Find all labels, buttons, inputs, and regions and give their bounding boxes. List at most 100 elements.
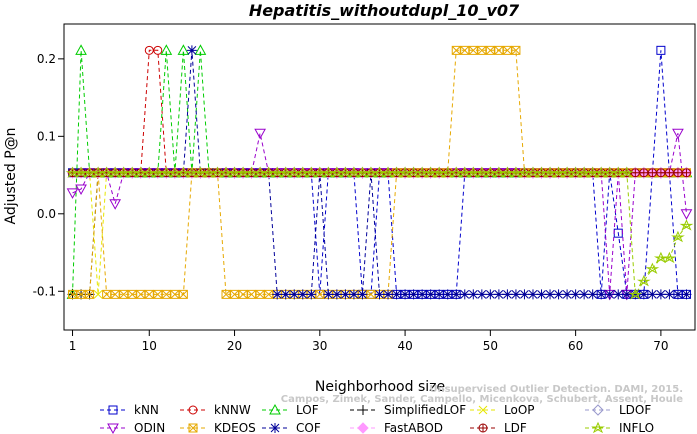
data-point [74, 166, 88, 178]
data-point [451, 289, 462, 300]
data-point [383, 289, 394, 300]
data-point [459, 289, 470, 300]
data-point [381, 166, 395, 178]
data-point [432, 166, 447, 178]
data-point [210, 166, 225, 178]
data-point [545, 289, 556, 300]
data-point [161, 289, 171, 299]
legend-marker [107, 423, 119, 434]
data-point [85, 289, 95, 299]
data-point [193, 166, 208, 178]
data-point [442, 289, 453, 300]
legend-label: LoOP [504, 403, 535, 417]
legend-label: FastABOD [384, 421, 443, 434]
data-point [247, 289, 257, 299]
data-point [144, 45, 154, 55]
data-point [638, 289, 649, 300]
x-axis-label: Neighborhood size [315, 379, 445, 395]
legend-item-inflo: INFLO [585, 421, 654, 434]
series-inflo [65, 166, 694, 300]
legend-marker [478, 423, 488, 433]
data-point [656, 45, 666, 55]
data-point [170, 289, 180, 299]
chart-title: Hepatitis_withoutdupl_10_v07 [249, 1, 520, 20]
data-point [340, 289, 351, 300]
data-point [295, 166, 310, 178]
legend-label: kNN [134, 403, 159, 417]
legend-label: COF [296, 421, 321, 434]
data-point [389, 166, 404, 178]
x-tick-label: 60 [568, 339, 583, 353]
data-point [254, 128, 266, 140]
data-point [440, 166, 455, 178]
data-point [167, 166, 182, 178]
data-point [400, 289, 411, 300]
data-point [264, 289, 274, 299]
data-point [323, 289, 334, 300]
data-point [338, 166, 353, 178]
data-point [355, 166, 370, 178]
legend-item-knn: kNN [100, 403, 159, 417]
data-point [653, 251, 668, 264]
y-tick-label: -0.1 [33, 284, 56, 298]
data-point [681, 289, 692, 300]
data-point [178, 289, 188, 299]
y-tick-label: 0.1 [37, 129, 56, 143]
data-point [150, 166, 165, 178]
data-point [329, 166, 344, 178]
legend-marker [357, 422, 369, 434]
data-point [110, 289, 120, 299]
data-point [621, 289, 632, 300]
data-point [142, 166, 157, 178]
plot-frame [63, 23, 696, 331]
data-point [425, 289, 436, 300]
data-point [477, 45, 487, 55]
data-point [202, 166, 216, 178]
data-point [160, 44, 173, 55]
data-point [236, 166, 250, 178]
data-point [127, 289, 137, 299]
data-point [331, 289, 342, 300]
x-tick-label: 10 [142, 339, 157, 353]
data-point [662, 251, 677, 264]
x-tick-label: 40 [397, 339, 412, 353]
data-point [509, 166, 523, 178]
data-point [630, 168, 640, 178]
data-point [136, 289, 146, 299]
data-point [457, 166, 472, 178]
data-point [526, 166, 540, 178]
data-point [176, 166, 191, 178]
data-point [647, 168, 657, 178]
legend-item-odin: ODIN [100, 421, 165, 434]
data-point [671, 230, 685, 243]
series-odin [66, 128, 693, 301]
legend-item-ldf: LDF [470, 421, 527, 434]
data-point [587, 289, 598, 300]
data-point [304, 166, 319, 178]
y-tick-label: 0.0 [37, 207, 56, 221]
data-point [483, 166, 498, 178]
data-point [604, 289, 615, 300]
data-point [664, 289, 675, 300]
data-point [184, 166, 199, 178]
data-point [639, 168, 649, 178]
legend-label: LDOF [619, 403, 651, 417]
data-point [577, 166, 592, 178]
data-point [534, 166, 549, 178]
data-point [630, 289, 641, 300]
data-point [366, 289, 376, 299]
data-point [221, 289, 231, 299]
data-point [312, 166, 327, 178]
legend-item-knnw: kNNW [180, 403, 251, 417]
data-point [177, 44, 190, 55]
data-point [315, 289, 325, 299]
legend-label: LDF [504, 421, 527, 434]
data-point [261, 166, 276, 178]
data-point [628, 288, 643, 300]
data-point [681, 168, 691, 178]
data-point [306, 289, 317, 300]
data-point [673, 168, 683, 178]
data-point [460, 45, 470, 55]
data-point [543, 166, 557, 178]
series-simplifiedlof [67, 167, 692, 300]
